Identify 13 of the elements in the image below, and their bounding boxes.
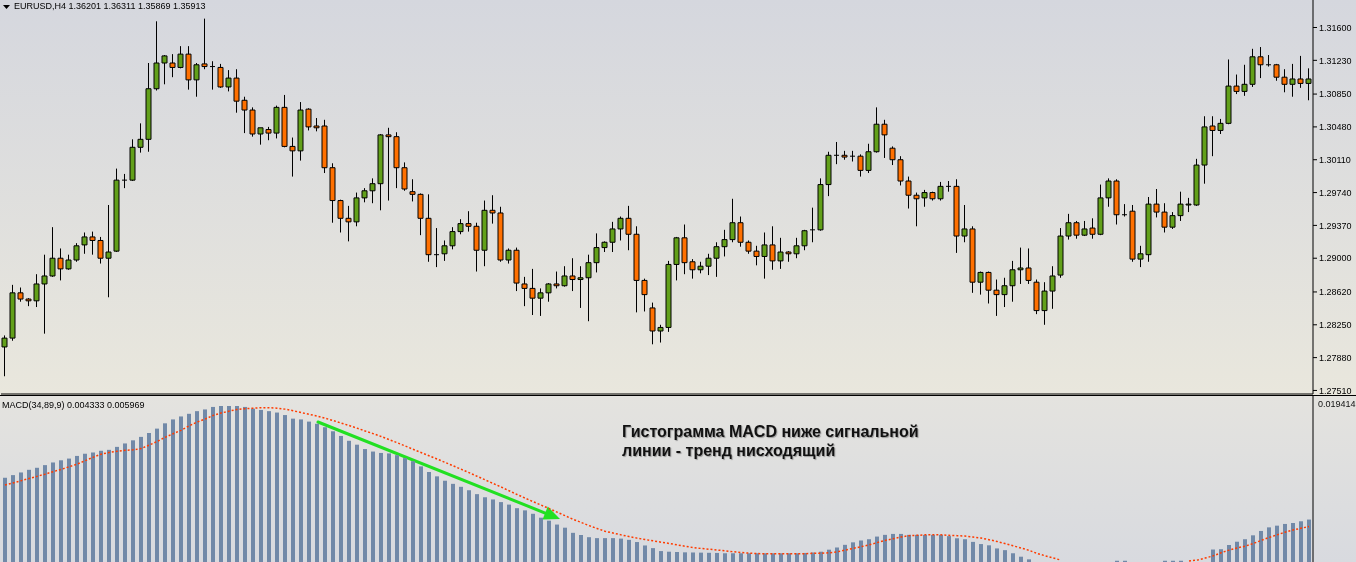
y-tick-label: 1.28620 xyxy=(1319,287,1352,298)
y-tick-label: 1.30850 xyxy=(1319,89,1352,100)
y-tick-label: 1.28250 xyxy=(1319,319,1352,330)
y-tick-label: 1.30480 xyxy=(1319,122,1352,133)
y-tick-label: 1.27510 xyxy=(1319,385,1352,396)
y-tick-label: 1.30110 xyxy=(1319,154,1351,165)
y-tick-label: 1.29740 xyxy=(1319,187,1352,198)
y-tick-label: 1.29370 xyxy=(1319,220,1352,231)
chart-title: EURUSD,H4 1.36201 1.36311 1.35869 1.35913 xyxy=(14,1,206,12)
y-tick-label: 1.31230 xyxy=(1319,55,1352,66)
y-tick-label: 1.29000 xyxy=(1319,253,1352,264)
y-tick-label: 1.27880 xyxy=(1319,352,1352,363)
y-tick-label: 1.31600 xyxy=(1319,22,1352,33)
